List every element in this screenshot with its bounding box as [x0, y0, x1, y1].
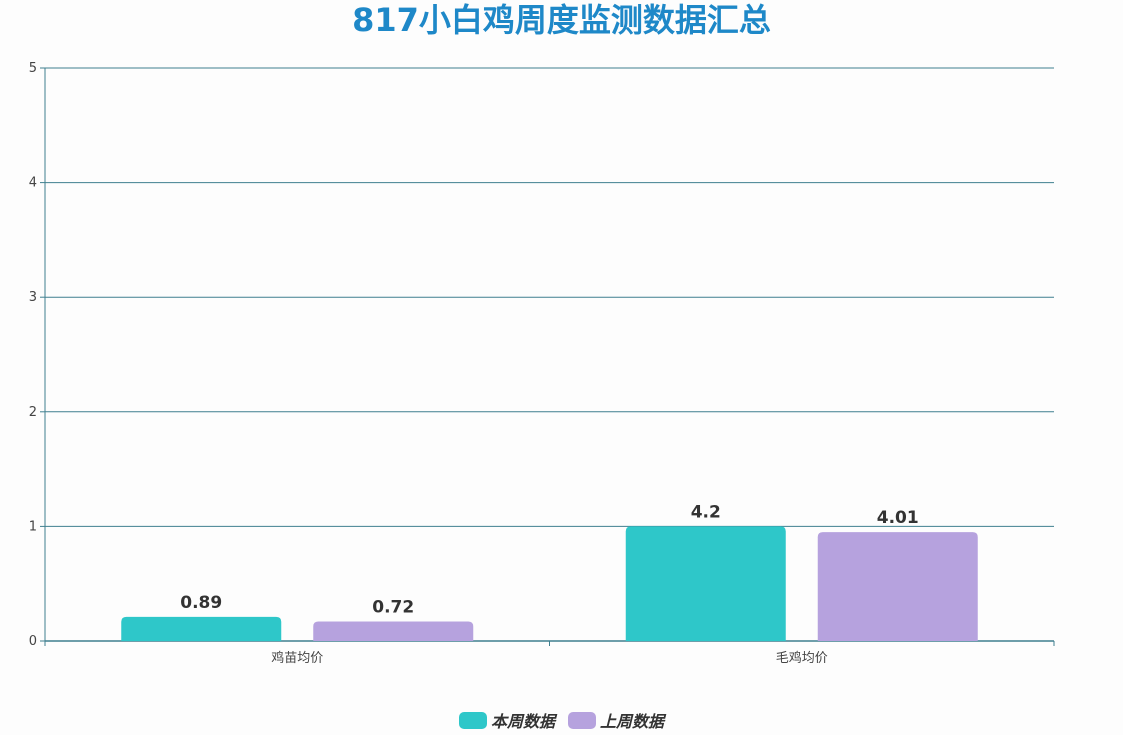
bar-this-week — [625, 526, 786, 641]
chart-title: 817小白鸡周度监测数据汇总 — [352, 1, 771, 39]
y-tick-label: 3 — [29, 290, 37, 305]
legend-label-this-week: 本周数据 — [490, 712, 555, 731]
bar-data-label: 0.72 — [372, 598, 414, 618]
legend-label-last-week: 上周数据 — [600, 712, 665, 731]
legend-item-this-week[interactable]: 本周数据 — [458, 708, 555, 732]
bar-last-week — [817, 532, 978, 641]
legend: 本周数据 上周数据 — [0, 708, 1123, 733]
legend-swatch-last-week — [568, 711, 597, 729]
y-tick-label: 0 — [29, 634, 37, 649]
x-category-label: 毛鸡均价 — [776, 650, 828, 666]
y-tick-label: 1 — [29, 519, 37, 534]
bar-this-week — [121, 616, 282, 641]
y-tick-label: 5 — [29, 61, 37, 76]
bar-data-label: 4.01 — [877, 508, 919, 528]
x-category-label: 鸡苗均价 — [271, 650, 323, 666]
bar-data-label: 4.2 — [691, 502, 721, 522]
legend-swatch-this-week — [458, 711, 487, 729]
legend-item-last-week[interactable]: 上周数据 — [568, 708, 664, 732]
y-tick-label: 2 — [29, 405, 37, 420]
y-tick-label: 4 — [29, 176, 37, 191]
bar-chart: 0 1 2 3 4 5 鸡苗均价 0.89 0.72 毛鸡均价 4.2 4.01 — [29, 61, 1055, 666]
bar-data-label: 0.89 — [180, 593, 222, 613]
bar-last-week — [313, 621, 474, 641]
